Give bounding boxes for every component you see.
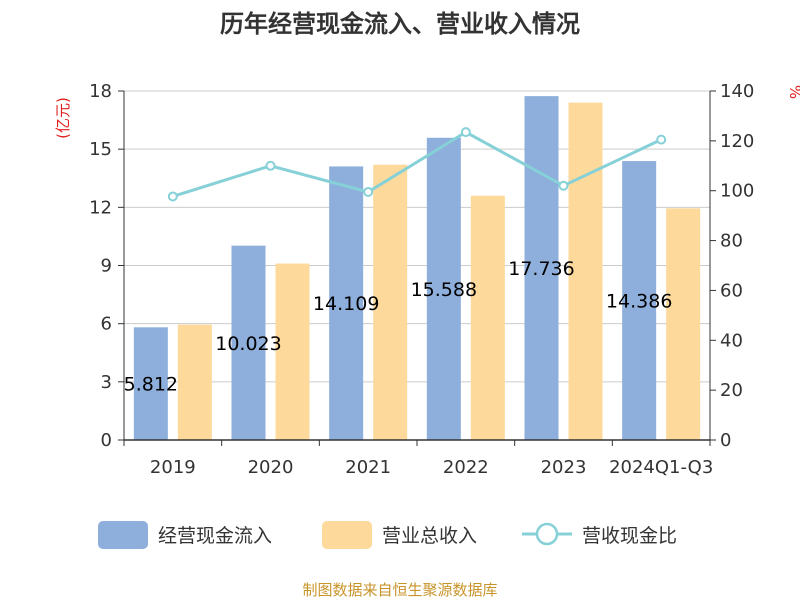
bar-经营现金流入-2020 — [231, 245, 266, 440]
ratio-line — [167, 127, 667, 202]
axes: 0 3 6 9 12 15 18 0 20 40 60 80 100 120 140 2019 2020 2021… — [89, 81, 754, 478]
bar-labels: 5.812 10.023 14.109 15.588 17.736 14.386 — [124, 258, 673, 396]
bar-经营现金流入-2019 — [133, 327, 168, 440]
legend-swatch-经营现金流入 — [98, 521, 148, 549]
y-right-tick-label-140: 140 — [720, 81, 754, 102]
y-right-tick-label-120: 120 — [720, 131, 754, 152]
bar-营业总收入-2019 — [177, 324, 212, 440]
y-right-tick-label-60: 60 — [720, 280, 743, 301]
y-left-tick-label-6: 6 — [101, 314, 112, 335]
bar-营业总收入-2022 — [470, 195, 505, 440]
x-tick-label-2019: 2019 — [150, 457, 196, 478]
bar-营业总收入-2021 — [373, 164, 408, 440]
bar-营业总收入-2024Q1-Q3 — [666, 208, 701, 440]
legend: 经营现金流入 营业总收入 营收现金比 — [98, 521, 677, 549]
bar-经营现金流入-2024Q1-Q3 — [622, 161, 657, 440]
y-left-tick-label-0: 0 — [101, 430, 112, 451]
y-left-tick-label-15: 15 — [89, 139, 112, 160]
source-note: 制图数据来自恒生聚源数据库 — [302, 581, 497, 599]
ratio-point-2020 — [265, 160, 276, 171]
legend-marker-营收现金比 — [535, 522, 559, 546]
y-right-tick-label-80: 80 — [720, 231, 743, 252]
grid-lines — [124, 90, 710, 383]
ratio-line-path — [172, 130, 662, 198]
y-right-tick-label-40: 40 — [720, 330, 743, 351]
legend-label-营收现金比: 营收现金比 — [582, 525, 677, 547]
ratio-point-2021 — [363, 186, 374, 197]
ratio-point-2019 — [167, 191, 178, 202]
ratio-point-2024Q1-Q3 — [656, 134, 667, 145]
y-axis-left-label: (亿元) — [54, 97, 72, 139]
bar-营业总收入-2020 — [275, 263, 310, 440]
y-right-tick-label-0: 0 — [720, 430, 731, 451]
bar-label-2021: 14.109 — [313, 293, 379, 315]
legend-swatch-营业总收入 — [322, 521, 372, 549]
bar-label-2022: 15.588 — [411, 279, 477, 301]
bar-label-2024Q1-Q3: 14.386 — [606, 291, 672, 313]
x-tick-label-2020: 2020 — [248, 457, 294, 478]
bar-经营现金流入-2023 — [524, 96, 559, 441]
x-tick-label-2023: 2023 — [541, 457, 587, 478]
x-tick-label-2024Q1-Q3: 2024Q1-Q3 — [609, 457, 713, 478]
y-left-tick-label-9: 9 — [101, 256, 112, 277]
bar-label-2019: 5.812 — [124, 374, 178, 396]
bar-经营现金流入-2021 — [329, 166, 364, 440]
y-left-tick-label-12: 12 — [89, 197, 112, 218]
y-left-tick-label-18: 18 — [89, 81, 112, 102]
x-tick-label-2022: 2022 — [443, 457, 489, 478]
bars — [133, 96, 701, 441]
ratio-point-2022 — [460, 127, 471, 138]
bar-label-2023: 17.736 — [508, 258, 574, 280]
y-right-tick-label-20: 20 — [720, 380, 743, 401]
legend-label-经营现金流入: 经营现金流入 — [158, 525, 272, 547]
bar-营业总收入-2023 — [568, 102, 603, 440]
y-right-tick-label-100: 100 — [720, 181, 754, 202]
chart-title: 历年经营现金流入、营业收入情况 — [220, 10, 580, 38]
bar-经营现金流入-2022 — [426, 137, 461, 441]
x-tick-label-2021: 2021 — [345, 457, 391, 478]
bar-label-2020: 10.023 — [215, 333, 281, 355]
y-axis-right-label: % — [786, 85, 800, 99]
ratio-point-2023 — [558, 180, 569, 191]
legend-label-营业总收入: 营业总收入 — [382, 525, 477, 547]
y-left-tick-label-3: 3 — [101, 372, 112, 393]
